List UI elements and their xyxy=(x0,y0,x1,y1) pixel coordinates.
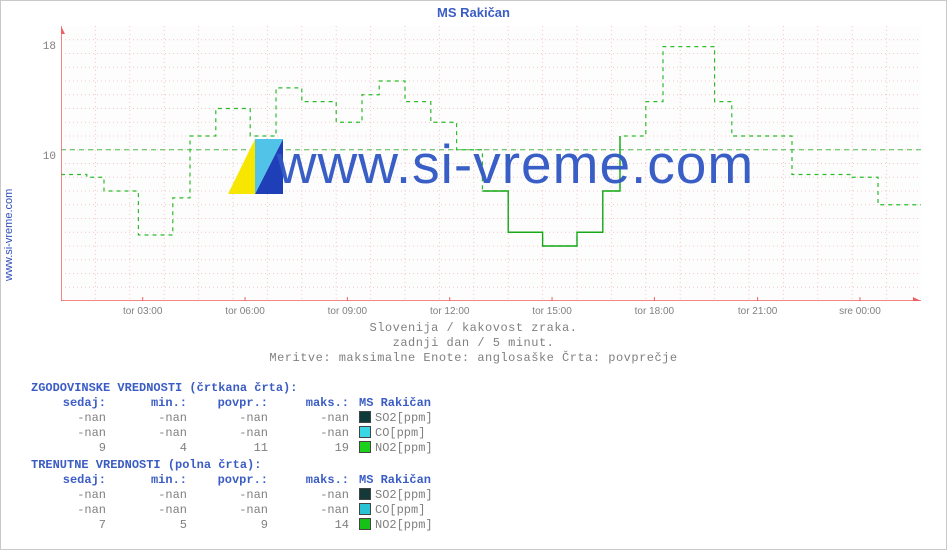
data-tables: ZGODOVINSKE VREDNOSTI (črtkana črta): se… xyxy=(31,381,479,533)
history-header-row: sedaj: min.: povpr.: maks.: MS Rakičan xyxy=(31,396,479,411)
series-label: CO[ppm] xyxy=(355,426,479,441)
series-label: NO2[ppm] xyxy=(355,518,479,533)
series-label: SO2[ppm] xyxy=(355,411,479,426)
col-maks2: maks.: xyxy=(274,473,355,488)
table-cell: -nan xyxy=(274,411,355,426)
x-tick-label: sre 00:00 xyxy=(839,306,881,317)
legend-swatch-icon xyxy=(359,503,371,515)
chart-title: MS Rakičan xyxy=(1,5,946,20)
plot-area xyxy=(61,26,921,301)
x-tick-label: tor 06:00 xyxy=(225,306,264,317)
table-cell: -nan xyxy=(274,503,355,518)
table-cell: 7 xyxy=(31,518,112,533)
col-povpr2: povpr.: xyxy=(193,473,274,488)
series-label: CO[ppm] xyxy=(355,503,479,518)
subtitle-1: Slovenija / kakovost zraka. xyxy=(1,321,946,335)
table-cell: 11 xyxy=(193,441,274,456)
table-cell: -nan xyxy=(112,488,193,503)
x-tick-label: tor 15:00 xyxy=(532,306,571,317)
col-min: min.: xyxy=(112,396,193,411)
col-povpr: povpr.: xyxy=(193,396,274,411)
y-tick-10: 10 xyxy=(36,151,56,163)
col-sedaj2: sedaj: xyxy=(31,473,112,488)
x-tick-label: tor 12:00 xyxy=(430,306,469,317)
legend-swatch-icon xyxy=(359,441,371,453)
col-min2: min.: xyxy=(112,473,193,488)
table-cell: -nan xyxy=(274,426,355,441)
subtitle-3: Meritve: maksimalne Enote: anglosaške Čr… xyxy=(1,351,946,365)
x-tick-label: tor 18:00 xyxy=(635,306,674,317)
source-vertical-label: www.si-vreme.com xyxy=(3,161,21,281)
table-cell: -nan xyxy=(112,503,193,518)
history-title: ZGODOVINSKE VREDNOSTI (črtkana črta): xyxy=(31,381,297,396)
table-cell: 4 xyxy=(112,441,193,456)
x-tick-label: tor 21:00 xyxy=(738,306,777,317)
table-cell: -nan xyxy=(31,426,112,441)
table-cell: -nan xyxy=(31,503,112,518)
current-title: TRENUTNE VREDNOSTI (polna črta): xyxy=(31,458,261,473)
table-cell: -nan xyxy=(31,411,112,426)
current-header-row: sedaj: min.: povpr.: maks.: MS Rakičan xyxy=(31,473,479,488)
col-sedaj: sedaj: xyxy=(31,396,112,411)
table-cell: 5 xyxy=(112,518,193,533)
table-cell: -nan xyxy=(193,503,274,518)
table-cell: 19 xyxy=(274,441,355,456)
legend-swatch-icon xyxy=(359,426,371,438)
legend-swatch-icon xyxy=(359,411,371,423)
table-cell: -nan xyxy=(193,426,274,441)
table-cell: -nan xyxy=(31,488,112,503)
legend-swatch-icon xyxy=(359,518,371,530)
col-series2: MS Rakičan xyxy=(355,473,479,488)
table-cell: 9 xyxy=(193,518,274,533)
current-row: 75914NO2[ppm] xyxy=(31,518,479,533)
source-label-text: www.si-vreme.com xyxy=(3,189,15,281)
table-cell: -nan xyxy=(193,488,274,503)
subtitle-2: zadnji dan / 5 minut. xyxy=(1,336,946,350)
history-row: 941119NO2[ppm] xyxy=(31,441,479,456)
history-row: -nan-nan-nan-nanSO2[ppm] xyxy=(31,411,479,426)
table-cell: 14 xyxy=(274,518,355,533)
table-cell: -nan xyxy=(112,411,193,426)
series-label: SO2[ppm] xyxy=(355,488,479,503)
y-tick-18: 18 xyxy=(36,41,56,53)
table-cell: -nan xyxy=(112,426,193,441)
chart-svg xyxy=(61,26,921,301)
history-row: -nan-nan-nan-nanCO[ppm] xyxy=(31,426,479,441)
x-tick-label: tor 03:00 xyxy=(123,306,162,317)
legend-swatch-icon xyxy=(359,488,371,500)
x-tick-label: tor 09:00 xyxy=(328,306,367,317)
table-cell: 9 xyxy=(31,441,112,456)
table-cell: -nan xyxy=(274,488,355,503)
current-row: -nan-nan-nan-nanSO2[ppm] xyxy=(31,488,479,503)
table-cell: -nan xyxy=(193,411,274,426)
series-label: NO2[ppm] xyxy=(355,441,479,456)
chart-frame: www.si-vreme.com MS Rakičan 10 18 www.si… xyxy=(0,0,947,550)
current-row: -nan-nan-nan-nanCO[ppm] xyxy=(31,503,479,518)
col-maks: maks.: xyxy=(274,396,355,411)
col-series: MS Rakičan xyxy=(355,396,479,411)
